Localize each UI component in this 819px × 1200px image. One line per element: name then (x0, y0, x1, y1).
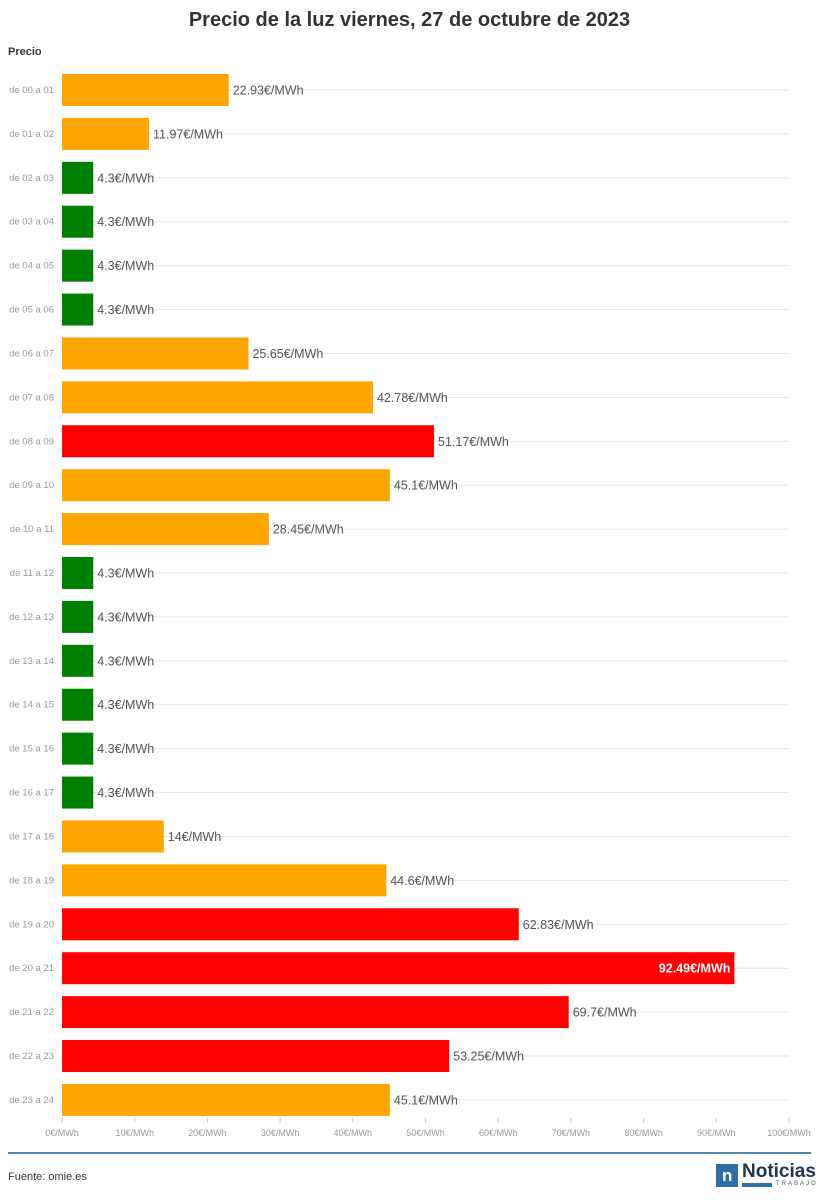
value-label: 53.25€/MWh (453, 1050, 524, 1064)
bar (62, 1083, 390, 1116)
category-label: de 23 a 24 (9, 1095, 54, 1106)
category-label: de 15 a 16 (9, 744, 54, 755)
logo-mark: n (716, 1164, 738, 1187)
value-label: 69.7€/MWh (573, 1006, 637, 1020)
logo-subtitle: TRABAJO (776, 1181, 818, 1187)
bar (62, 293, 94, 326)
category-label: de 13 a 14 (9, 656, 54, 667)
bar (62, 952, 735, 985)
x-tick-label: 100€/MWh (767, 1128, 811, 1138)
category-label: de 08 a 09 (9, 436, 54, 447)
x-tick-label: 10€/MWh (115, 1128, 154, 1138)
x-tick-label: 20€/MWh (188, 1128, 227, 1138)
footer-divider (8, 1152, 811, 1154)
value-label: 62.83€/MWh (523, 918, 594, 932)
bar (62, 205, 94, 238)
category-label: de 14 a 15 (9, 700, 54, 711)
category-label: de 07 a 08 (9, 392, 54, 403)
value-label: 45.1€/MWh (394, 479, 458, 493)
value-label: 4.3€/MWh (97, 610, 154, 624)
value-label: 25.65€/MWh (252, 347, 323, 361)
category-label: de 18 a 19 (9, 875, 54, 886)
x-tick-label: 90€/MWh (697, 1128, 736, 1138)
value-label: 11.97€/MWh (153, 127, 223, 141)
category-label: de 21 a 22 (9, 1007, 54, 1018)
category-label: de 05 a 06 (9, 305, 54, 316)
bar (62, 513, 269, 546)
bar (62, 600, 94, 633)
category-label: de 16 a 17 (9, 788, 54, 799)
category-label: de 01 a 02 (9, 129, 54, 140)
x-tick-label: 30€/MWh (261, 1128, 300, 1138)
category-label: de 22 a 23 (9, 1051, 54, 1062)
bar (62, 557, 94, 590)
category-label: de 03 a 04 (9, 217, 54, 228)
value-label: 4.3€/MWh (97, 786, 154, 800)
bar (62, 688, 94, 721)
bar (62, 469, 390, 502)
bar (62, 864, 387, 897)
value-label: 51.17€/MWh (438, 435, 509, 449)
x-tick-label: 70€/MWh (552, 1128, 591, 1138)
source-note: Fuente: omie.es (8, 1171, 87, 1183)
chart-title: Precio de la luz viernes, 27 de octubre … (188, 9, 631, 31)
category-label: de 02 a 03 (9, 173, 54, 184)
bar (62, 996, 569, 1029)
value-label: 14€/MWh (168, 830, 222, 844)
bar (62, 249, 94, 282)
bar (62, 776, 94, 809)
category-label: de 04 a 05 (9, 261, 54, 272)
category-label: de 00 a 01 (9, 85, 54, 96)
value-label: 4.3€/MWh (97, 215, 154, 229)
value-label: 4.3€/MWh (97, 303, 154, 317)
category-label: de 09 a 10 (9, 480, 54, 491)
value-label: 4.3€/MWh (97, 171, 154, 185)
category-label: de 11 a 12 (10, 568, 54, 579)
bar (62, 161, 94, 194)
x-tick-label: 0€/MWh (45, 1128, 79, 1138)
bar (62, 820, 164, 853)
category-label: de 10 a 11 (10, 524, 54, 535)
value-label: 4.3€/MWh (97, 698, 154, 712)
bar (62, 1040, 450, 1073)
value-label: 28.45€/MWh (273, 523, 344, 537)
bar (62, 425, 435, 458)
bar (62, 117, 150, 150)
x-tick-label: 80€/MWh (624, 1128, 663, 1138)
category-label: de 12 a 13 (9, 612, 54, 623)
value-label: 4.3€/MWh (97, 742, 154, 756)
x-tick-label: 60€/MWh (479, 1128, 518, 1138)
value-label: 92.49€/MWh (659, 962, 731, 976)
value-label: 45.1€/MWh (394, 1093, 458, 1107)
category-label: de 17 a 18 (9, 831, 54, 842)
y-axis-title: Precio (8, 46, 42, 58)
bar (62, 337, 249, 370)
value-label: 42.78€/MWh (377, 391, 448, 405)
x-tick-label: 40€/MWh (334, 1128, 373, 1138)
value-label: 4.3€/MWh (97, 654, 154, 668)
x-tick-label: 50€/MWh (406, 1128, 445, 1138)
logo-underline (742, 1183, 772, 1187)
bar (62, 644, 94, 677)
category-label: de 19 a 20 (9, 919, 54, 930)
value-label: 44.6€/MWh (390, 874, 454, 888)
logo-wordmark: Noticias (742, 1161, 816, 1182)
bar (62, 732, 94, 765)
noticias-trabajo-logo: n Noticias TRABAJO (716, 1161, 816, 1189)
category-label: de 06 a 07 (9, 348, 54, 359)
category-label: de 20 a 21 (9, 963, 54, 974)
value-label: 4.3€/MWh (97, 259, 154, 273)
value-label: 22.93€/MWh (233, 84, 304, 98)
value-label: 4.3€/MWh (97, 567, 154, 581)
bar (62, 381, 374, 414)
bar (62, 74, 229, 106)
bar (62, 908, 519, 941)
